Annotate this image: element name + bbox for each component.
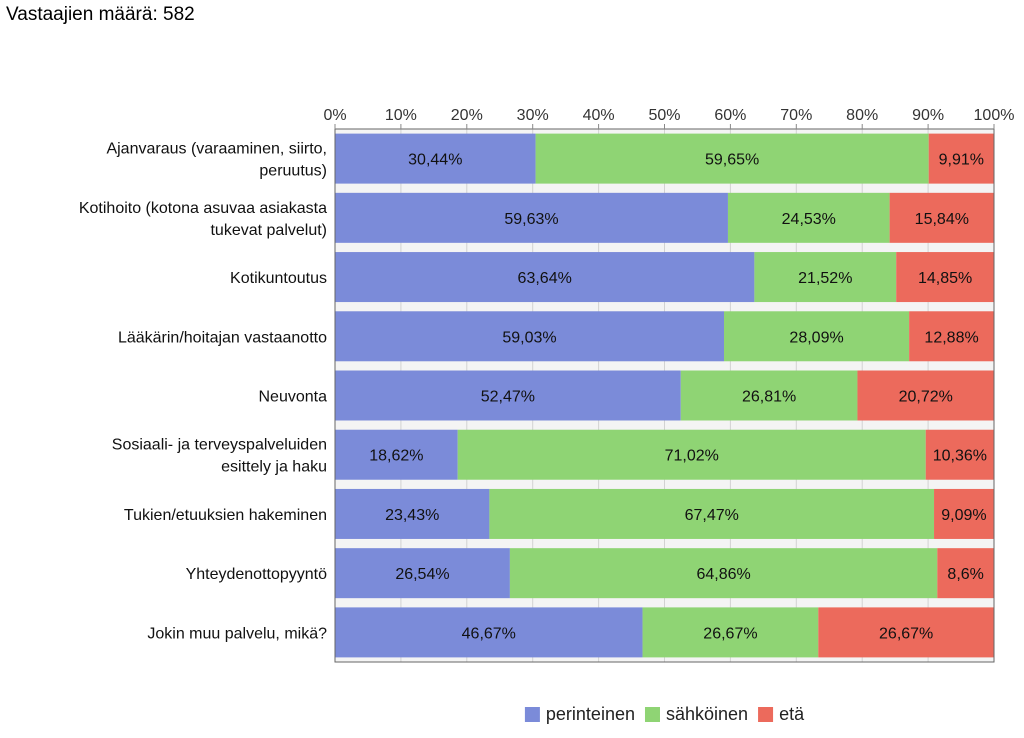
data-label: 26,67% xyxy=(703,625,757,642)
data-label: 64,86% xyxy=(696,566,750,583)
data-label: 23,43% xyxy=(385,507,439,524)
bar-segment xyxy=(937,548,994,599)
bar-segment xyxy=(857,370,994,421)
data-label: 9,09% xyxy=(941,507,986,524)
data-label: 28,09% xyxy=(789,329,843,346)
legend-swatch xyxy=(524,707,540,722)
legend-item: etä xyxy=(758,704,805,724)
data-label: 59,03% xyxy=(502,329,556,346)
x-tick-label: 90% xyxy=(912,107,944,124)
x-tick-label: 40% xyxy=(583,107,615,124)
x-tick-label: 50% xyxy=(648,107,680,124)
bar-segment xyxy=(680,370,858,421)
legend-swatch xyxy=(644,707,660,722)
data-label: 15,84% xyxy=(915,211,969,228)
category-label: Sosiaali- ja terveyspalveluiden esittely … xyxy=(112,437,327,476)
category-label: Lääkärin/hoitajan vastaanotto xyxy=(118,329,327,346)
x-tick-label: 0% xyxy=(323,107,346,124)
x-tick-label: 70% xyxy=(780,107,812,124)
data-label: 24,53% xyxy=(782,211,836,228)
bar-segment xyxy=(335,133,536,184)
data-label: 67,47% xyxy=(685,507,739,524)
data-label: 14,85% xyxy=(918,270,972,287)
bar-segment xyxy=(818,607,994,658)
legend-item: sähköinen xyxy=(644,704,748,724)
category-label: Jokin muu palvelu, mikä? xyxy=(147,625,327,642)
bar-segment xyxy=(642,607,819,658)
data-label: 26,54% xyxy=(395,566,449,583)
legend-swatch xyxy=(758,707,774,722)
bar-segment xyxy=(727,192,890,243)
bar-segment xyxy=(335,311,725,362)
data-label: 30,44% xyxy=(408,152,462,169)
bar-segment xyxy=(535,133,929,184)
legend-label: etä xyxy=(779,704,805,724)
legend-item: perinteinen xyxy=(524,704,635,724)
bar-segment xyxy=(335,607,643,658)
data-label: 26,81% xyxy=(742,389,796,406)
bar-segment xyxy=(925,429,994,480)
category-label: Kotihoito (kotona asuvaa asiakasta tukeva… xyxy=(79,200,327,239)
data-label: 9,91% xyxy=(939,152,984,169)
bar-segment xyxy=(934,488,994,539)
x-tick-label: 80% xyxy=(846,107,878,124)
data-label: 10,36% xyxy=(933,448,987,465)
category-label: Neuvonta xyxy=(259,389,328,406)
category-label: Tukien/etuuksien hakeminen xyxy=(124,507,327,524)
data-label: 71,02% xyxy=(665,448,719,465)
bar-segment xyxy=(489,488,935,539)
bar-segment xyxy=(896,252,994,303)
category-label: Kotikuntoutus xyxy=(230,270,327,287)
data-label: 26,67% xyxy=(879,625,933,642)
respondent-count: Vastaajien määrä: 582 xyxy=(6,4,195,25)
data-label: 20,72% xyxy=(899,389,953,406)
category-label: Ajanvaraus (varaaminen, siirto, peruutus) xyxy=(106,141,327,180)
data-label: 52,47% xyxy=(481,389,535,406)
bar-segment xyxy=(928,133,994,184)
x-tick-label: 10% xyxy=(385,107,417,124)
data-label: 46,67% xyxy=(462,625,516,642)
data-label: 8,6% xyxy=(947,566,983,583)
data-label: 59,63% xyxy=(504,211,558,228)
bar-segment xyxy=(335,252,755,303)
bar-segment xyxy=(457,429,926,480)
bar-segment xyxy=(724,311,910,362)
data-label: 59,65% xyxy=(705,152,759,169)
data-label: 18,62% xyxy=(369,448,423,465)
x-tick-label: 60% xyxy=(714,107,746,124)
x-tick-label: 100% xyxy=(974,107,1015,124)
legend-label: sähköinen xyxy=(666,704,748,724)
bar-segment xyxy=(335,548,510,599)
data-label: 12,88% xyxy=(924,329,978,346)
category-label: Yhteydenottopyyntö xyxy=(186,566,328,583)
bar-segment xyxy=(889,192,994,243)
bar-segment xyxy=(335,370,681,421)
bar-segment xyxy=(509,548,938,599)
bar-segment xyxy=(335,192,728,243)
data-label: 63,64% xyxy=(518,270,572,287)
bar-segment xyxy=(335,429,458,480)
x-tick-label: 20% xyxy=(451,107,483,124)
bar-segment xyxy=(909,311,994,362)
bar-segment xyxy=(754,252,897,303)
bar-segment xyxy=(335,488,490,539)
legend-label: perinteinen xyxy=(546,704,635,724)
data-label: 21,52% xyxy=(798,270,852,287)
x-tick-label: 30% xyxy=(517,107,549,124)
